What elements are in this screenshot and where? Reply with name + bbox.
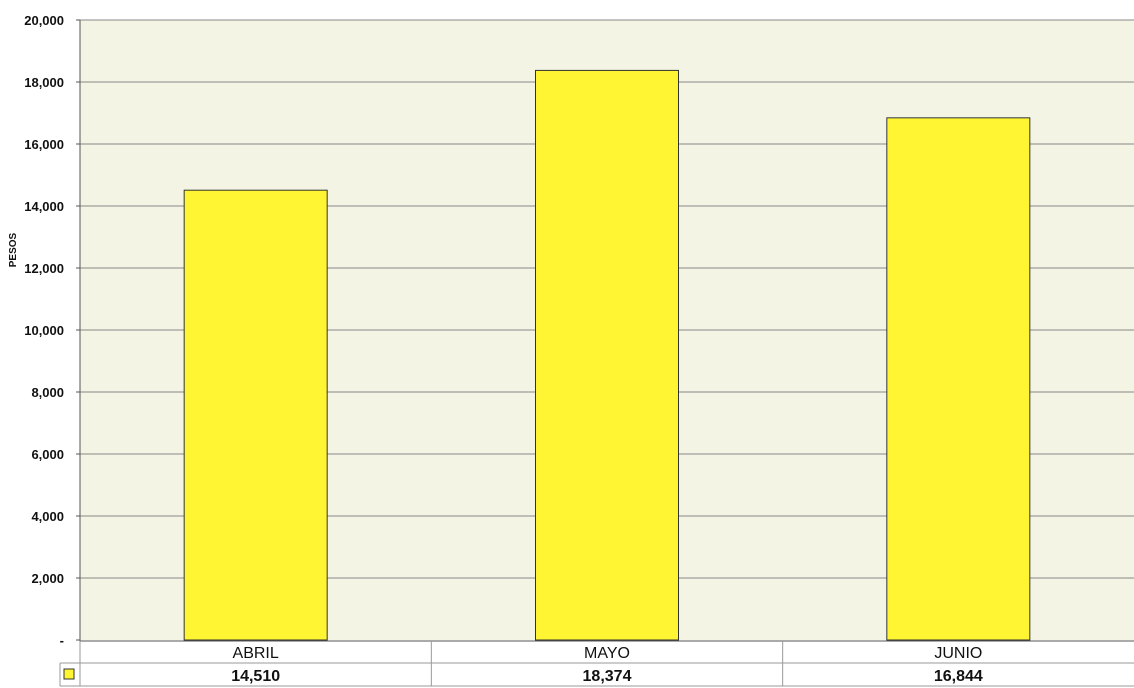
y-tick-label: 10,000 [24,323,64,338]
data-value-label: 14,510 [231,668,280,685]
bar-junio [886,117,1031,641]
y-tick-label: 18,000 [24,75,64,90]
y-tick-label: 6,000 [31,447,64,462]
y-tick-label: 14,000 [24,199,64,214]
y-axis-label: PESOS [8,232,19,267]
category-label: JUNIO [934,645,982,662]
bar-mayo [535,69,679,641]
y-tick-label: 12,000 [24,261,64,276]
legend-key-swatch [63,668,75,680]
data-value-label: 18,374 [583,668,632,685]
data-value-label: 16,844 [934,668,983,685]
y-tick-label: 20,000 [24,13,64,28]
y-tick-label: - [60,633,64,648]
category-label: ABRIL [233,645,279,662]
y-axis-ticks: - 2,000 4,000 6,000 8,000 10,000 12,000 14,000 1… [24,13,80,648]
category-label: MAYO [584,645,630,662]
bars [183,69,1031,641]
bar-abril [183,189,328,641]
y-tick-label: 2,000 [31,571,64,586]
data-table [59,640,1134,687]
y-tick-label: 16,000 [24,137,64,152]
data-table-cells: ABRIL 14,510 MAYO 18,374 JUNIO 16,844 [231,641,983,686]
y-tick-label: 4,000 [31,509,64,524]
y-tick-label: 8,000 [31,385,64,400]
